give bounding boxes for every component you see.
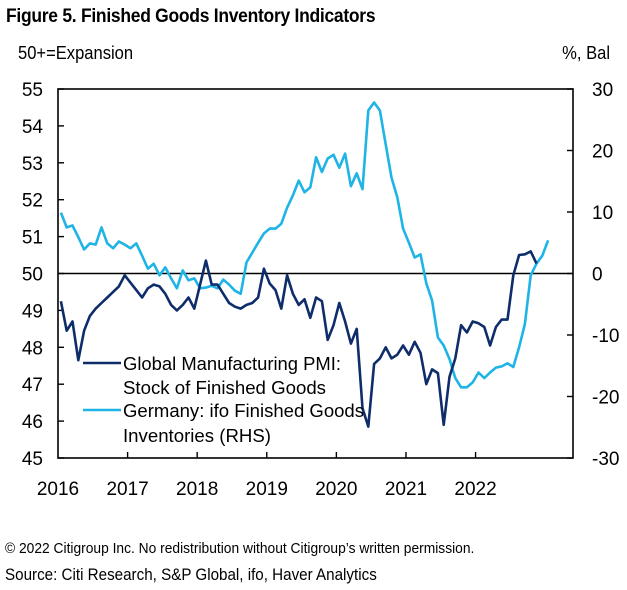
source-note: Source: Citi Research, S&P Global, ifo, … (5, 566, 377, 584)
x-tick-label: 2021 (385, 479, 427, 500)
x-tick-label: 2022 (454, 479, 496, 500)
pmi-series-line (59, 250, 538, 428)
left-tick-label: 55 (22, 80, 43, 101)
x-tick-label: 2017 (106, 479, 148, 500)
x-tick-label: 2016 (37, 479, 79, 500)
x-tick-label: 2020 (315, 479, 357, 500)
right-tick-label: 30 (592, 80, 613, 101)
left-tick-label: 53 (22, 154, 43, 175)
x-tick-label: 2019 (246, 479, 288, 500)
legend-label-pmi-line2: Stock of Finished Goods (123, 378, 326, 398)
right-tick-label: 10 (592, 203, 613, 224)
left-tick-label: 50 (22, 265, 43, 286)
legend: Global Manufacturing PMI: Stock of Finis… (83, 354, 364, 446)
right-tick-label: -20 (592, 388, 619, 409)
copyright-note: © 2022 Citigroup Inc. No redistribution … (5, 540, 475, 557)
left-tick-label: 51 (22, 228, 43, 249)
right-tick-label: -10 (592, 326, 619, 347)
right-tick-label: 20 (592, 142, 613, 163)
left-tick-label: 48 (22, 338, 43, 359)
right-axis-label: %, Bal (562, 43, 610, 63)
left-tick-label: 52 (22, 191, 43, 212)
left-tick-label: 47 (22, 375, 43, 396)
x-tick-label: 2018 (176, 479, 218, 500)
left-tick-label: 46 (22, 412, 43, 433)
chart-title: Figure 5. Finished Goods Inventory Indic… (6, 6, 376, 27)
left-tick-label: 54 (22, 117, 44, 138)
left-axis-label: 50+=Expansion (18, 43, 134, 63)
right-tick-label: 0 (592, 265, 603, 286)
plot-frame (57, 88, 574, 459)
left-tick-label: 49 (22, 301, 43, 322)
legend-label-pmi-line1: Global Manufacturing PMI: (123, 354, 341, 374)
legend-label-ifo-line1: Germany: ifo Finished Goods (123, 401, 364, 421)
ifo-series-line (59, 101, 550, 389)
right-tick-label: -30 (592, 449, 619, 470)
legend-label-ifo-line2: Inventories (RHS) (123, 426, 271, 446)
left-tick-label: 45 (22, 449, 43, 470)
